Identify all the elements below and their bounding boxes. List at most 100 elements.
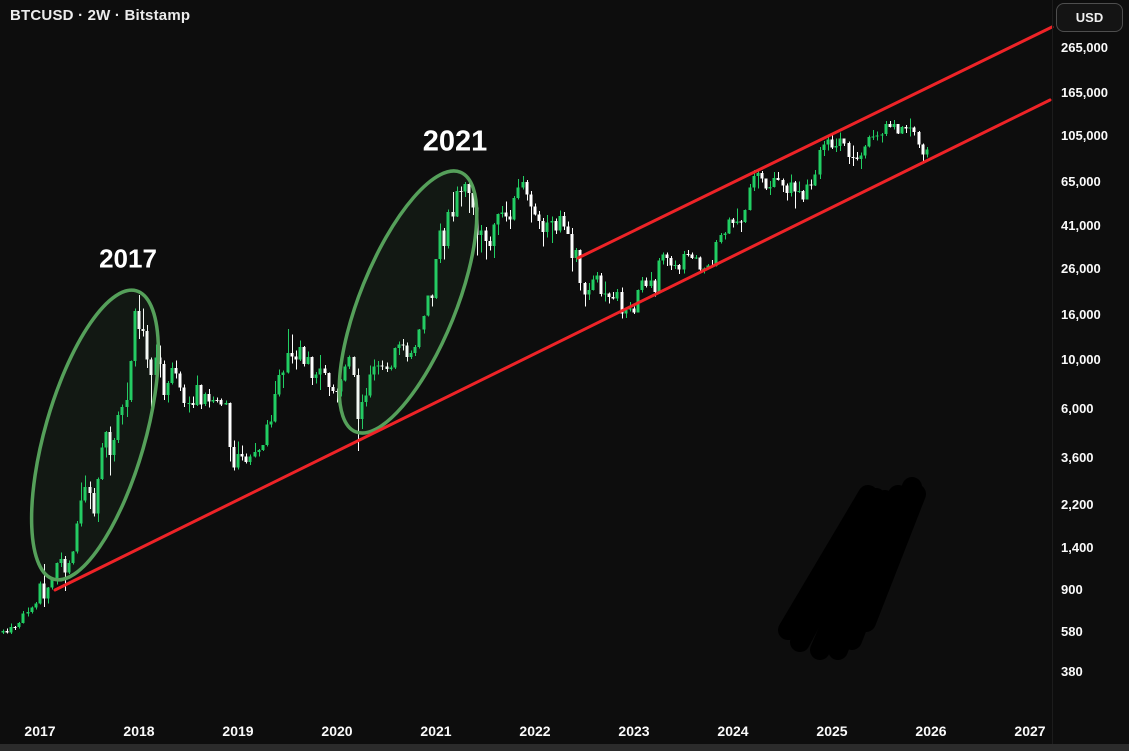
candle <box>88 486 92 494</box>
candle <box>430 295 434 298</box>
candle <box>195 384 199 406</box>
price-axis[interactable]: 265,000 165,000 105,000 65,000 41,000 26,000 1… <box>1052 0 1129 744</box>
currency-usd-button[interactable]: USD <box>1056 3 1123 32</box>
candle <box>50 579 54 588</box>
candle <box>211 399 215 402</box>
candle <box>884 123 888 135</box>
candle <box>314 374 318 379</box>
candle <box>871 136 875 138</box>
candle <box>5 630 9 633</box>
candle <box>364 395 368 403</box>
candle <box>851 157 855 158</box>
candle <box>100 447 104 480</box>
candle <box>13 626 17 628</box>
candle <box>38 583 42 604</box>
candle <box>409 353 413 358</box>
candle <box>26 612 30 614</box>
candle <box>327 373 331 388</box>
candle <box>170 367 174 383</box>
time-axis[interactable]: 2017 2018 2019 2020 2021 2022 2023 2024 2025 2026… <box>0 713 1129 744</box>
candle <box>442 230 446 247</box>
candle <box>352 357 356 376</box>
candle <box>863 146 867 156</box>
candle <box>620 291 624 314</box>
annotation-label-2021[interactable]: 2021 <box>422 125 488 158</box>
candle <box>434 258 438 298</box>
price-tick-label: 165,000 <box>1061 85 1108 100</box>
candle <box>768 187 772 189</box>
candle <box>541 221 545 232</box>
candle <box>739 221 743 223</box>
candle <box>665 254 669 258</box>
candle <box>673 264 677 266</box>
candle <box>694 257 698 259</box>
candle <box>801 191 805 200</box>
candle <box>42 583 46 599</box>
candle <box>17 623 21 628</box>
candle <box>244 456 248 463</box>
candle <box>343 366 347 381</box>
candle <box>908 127 912 129</box>
year-tick-label: 2024 <box>717 723 749 739</box>
candle <box>112 439 116 455</box>
candle <box>207 393 211 402</box>
candle <box>591 279 595 291</box>
candle <box>504 212 508 217</box>
candle <box>719 234 723 242</box>
price-tick-label: 65,000 <box>1061 174 1101 189</box>
candle <box>187 402 191 404</box>
candle <box>59 559 63 564</box>
candle <box>818 149 822 175</box>
candle <box>277 375 281 395</box>
price-tick-label: 2,200 <box>1061 497 1094 512</box>
candle <box>116 414 120 440</box>
candle <box>583 283 587 295</box>
candle <box>257 450 261 453</box>
candle <box>108 432 112 455</box>
candle <box>855 157 859 160</box>
symbol-title[interactable]: BTCUSD · 2W · Bitstamp <box>10 7 191 24</box>
candle <box>904 126 908 129</box>
candle <box>578 250 582 283</box>
candle <box>484 230 488 241</box>
candle <box>356 375 360 419</box>
ellipse-drawing-2021[interactable] <box>311 154 505 450</box>
candle <box>385 366 389 369</box>
candle <box>748 187 752 211</box>
price-tick-label: 1,400 <box>1061 540 1094 555</box>
candle <box>896 124 900 134</box>
candle <box>892 124 896 127</box>
candle <box>30 607 34 612</box>
ellipse-drawing-2017[interactable] <box>6 277 185 593</box>
trendline-upper[interactable] <box>576 25 1054 260</box>
candle <box>294 356 298 360</box>
candle <box>521 182 525 188</box>
candle <box>500 212 504 215</box>
year-tick-label: 2019 <box>222 723 254 739</box>
candle <box>607 293 611 297</box>
candle <box>682 254 686 270</box>
candle <box>570 233 574 258</box>
candle <box>463 184 467 192</box>
candle <box>809 184 813 186</box>
candle <box>149 359 153 376</box>
candle <box>145 331 149 360</box>
candle <box>776 178 780 181</box>
scribble-drawing[interactable] <box>778 477 926 660</box>
candle <box>512 197 516 220</box>
candle <box>661 254 665 261</box>
candle <box>310 357 314 379</box>
price-tick-label: 900 <box>1061 582 1083 597</box>
candle <box>63 559 67 573</box>
candle <box>298 346 302 360</box>
annotation-label-2017[interactable]: 2017 <box>99 243 157 274</box>
candle <box>376 365 380 367</box>
candle <box>550 220 554 223</box>
candle <box>269 421 273 425</box>
candle <box>595 275 599 280</box>
candle <box>405 345 409 358</box>
candle <box>611 297 615 299</box>
trendline-lower[interactable] <box>53 98 1052 592</box>
